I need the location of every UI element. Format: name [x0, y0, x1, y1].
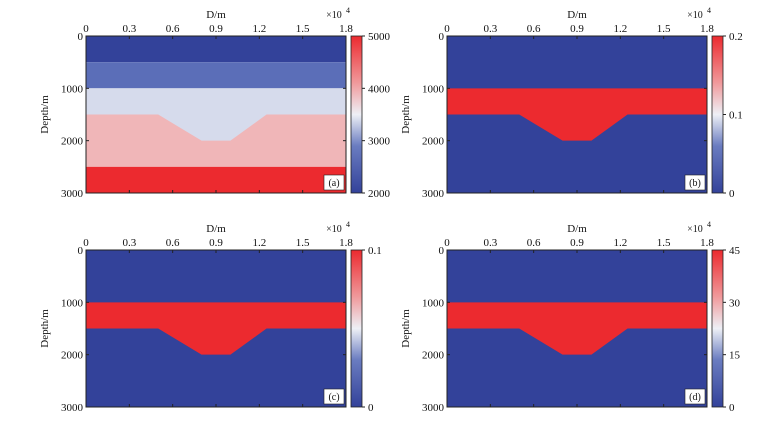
colorbar-tick-label: 3000	[368, 136, 391, 148]
colorbar-tick-label: 0.2	[729, 31, 743, 43]
panel-label-box	[323, 174, 345, 191]
x-tick-label: 0.3	[122, 237, 136, 249]
velocity-layer-3-dip	[86, 88, 346, 141]
colorbar-tick-label: 2000	[368, 188, 391, 200]
x-tick-label: 0	[444, 23, 450, 35]
colorbar-tick-label: 0.1	[729, 110, 743, 122]
x-multiplier: ×10	[687, 10, 703, 21]
x-tick-label: 1.8	[339, 23, 353, 35]
anomaly-body	[447, 88, 707, 141]
x-tick-label: 1.8	[700, 23, 714, 35]
y-tick-label: 1000	[422, 297, 445, 309]
colorbar-tick-label: 30	[729, 297, 741, 309]
x-multiplier: ×10	[326, 10, 342, 21]
x-axis-label: D/m	[567, 223, 587, 235]
x-tick-label: 0	[444, 237, 450, 249]
panel-label: (d)	[689, 392, 701, 403]
y-tick-label: 3000	[61, 188, 84, 200]
y-tick-label: 0	[78, 245, 84, 257]
x-tick-label: 0.9	[209, 237, 223, 249]
y-axis-label: Depth/m	[39, 95, 51, 134]
colorbar	[350, 35, 363, 194]
panel-c: 0 0.3 0.6 0.9 1.2 1.5 1.8 D/m ×10 4 0 1000 2000 3000 D…	[39, 220, 382, 414]
panel-label: (b)	[689, 178, 701, 189]
x-tick-label: 0.9	[570, 23, 584, 35]
panel-label: (c)	[328, 392, 339, 403]
velocity-layer-5	[86, 166, 346, 193]
x-tick-label: 0.6	[166, 23, 180, 35]
panel-label-box	[684, 388, 706, 405]
y-tick-label: 3000	[61, 402, 84, 414]
x-tick-label: 1.5	[296, 23, 310, 35]
x-tick-label: 1.2	[613, 237, 627, 249]
x-multiplier-exponent: 4	[346, 220, 350, 229]
colorbar-tick-label: 15	[729, 350, 741, 362]
x-tick-label: 0.9	[209, 23, 223, 35]
velocity-layer-2	[86, 62, 346, 89]
x-tick-label: 0	[83, 23, 89, 35]
y-tick-label: 0	[439, 245, 445, 257]
x-tick-label: 1.8	[339, 237, 353, 249]
panel-label-box	[323, 388, 345, 405]
colorbar-tick-label: 0	[368, 402, 374, 414]
y-axis-label: Depth/m	[400, 309, 412, 348]
x-tick-label: 0.9	[570, 237, 584, 249]
panel-a: 0 0.3 0.6 0.9 1.2 1.5 1.8 D/m ×10 4 0 1000 2000 3000 D…	[39, 6, 391, 200]
x-tick-label: 1.5	[657, 23, 671, 35]
y-tick-label: 3000	[422, 188, 445, 200]
y-tick-label: 2000	[422, 136, 445, 148]
x-multiplier: ×10	[326, 224, 342, 235]
x-multiplier-exponent: 4	[346, 6, 350, 15]
colorbar-tick-label: 0	[729, 402, 735, 414]
colorbar-tick-label: 5000	[368, 31, 391, 43]
x-tick-label: 0.6	[527, 23, 541, 35]
y-tick-label: 1000	[61, 83, 84, 95]
x-axis-label: D/m	[567, 9, 587, 21]
x-multiplier-exponent: 4	[707, 6, 711, 15]
y-tick-label: 2000	[61, 350, 84, 362]
colorbar	[350, 249, 363, 408]
x-axis-label: D/m	[206, 223, 226, 235]
x-tick-label: 0.6	[527, 237, 541, 249]
x-tick-label: 1.5	[296, 237, 310, 249]
x-tick-label: 1.2	[252, 23, 266, 35]
y-tick-label: 0	[78, 31, 84, 43]
y-tick-label: 1000	[61, 297, 84, 309]
panel-label-box	[684, 174, 706, 191]
x-tick-label: 0.3	[483, 237, 497, 249]
colorbar-tick-label: 0	[729, 188, 735, 200]
colorbar-tick-label: 0.1	[368, 245, 382, 257]
y-axis-label: Depth/m	[39, 309, 51, 348]
panel-d: 0 0.3 0.6 0.9 1.2 1.5 1.8 D/m ×10 4 0 1000 2000 3000 D…	[400, 220, 741, 414]
y-tick-label: 0	[439, 31, 445, 43]
x-multiplier: ×10	[687, 224, 703, 235]
colorbar	[711, 249, 724, 408]
x-tick-label: 1.8	[700, 237, 714, 249]
colorbar-tick-label: 45	[729, 245, 741, 257]
x-tick-label: 0	[83, 237, 89, 249]
x-multiplier-exponent: 4	[707, 220, 711, 229]
x-tick-label: 0.6	[166, 237, 180, 249]
panel-b: 0 0.3 0.6 0.9 1.2 1.5 1.8 D/m ×10 4 0 1000 2000 3000 D…	[400, 6, 743, 200]
x-tick-label: 1.5	[657, 237, 671, 249]
anomaly-body	[447, 302, 707, 355]
x-tick-label: 1.2	[613, 23, 627, 35]
x-tick-label: 1.2	[252, 237, 266, 249]
x-axis-label: D/m	[206, 9, 226, 21]
y-tick-label: 2000	[61, 136, 84, 148]
anomaly-body	[86, 302, 346, 355]
colorbar	[711, 35, 724, 194]
y-tick-label: 2000	[422, 350, 445, 362]
y-tick-label: 1000	[422, 83, 445, 95]
y-axis-label: Depth/m	[400, 95, 412, 134]
x-tick-label: 0.3	[483, 23, 497, 35]
velocity-layer-1	[86, 36, 346, 63]
x-tick-label: 0.3	[122, 23, 136, 35]
panel-label: (a)	[328, 178, 339, 189]
colorbar-tick-label: 4000	[368, 83, 391, 95]
y-tick-label: 3000	[422, 402, 445, 414]
